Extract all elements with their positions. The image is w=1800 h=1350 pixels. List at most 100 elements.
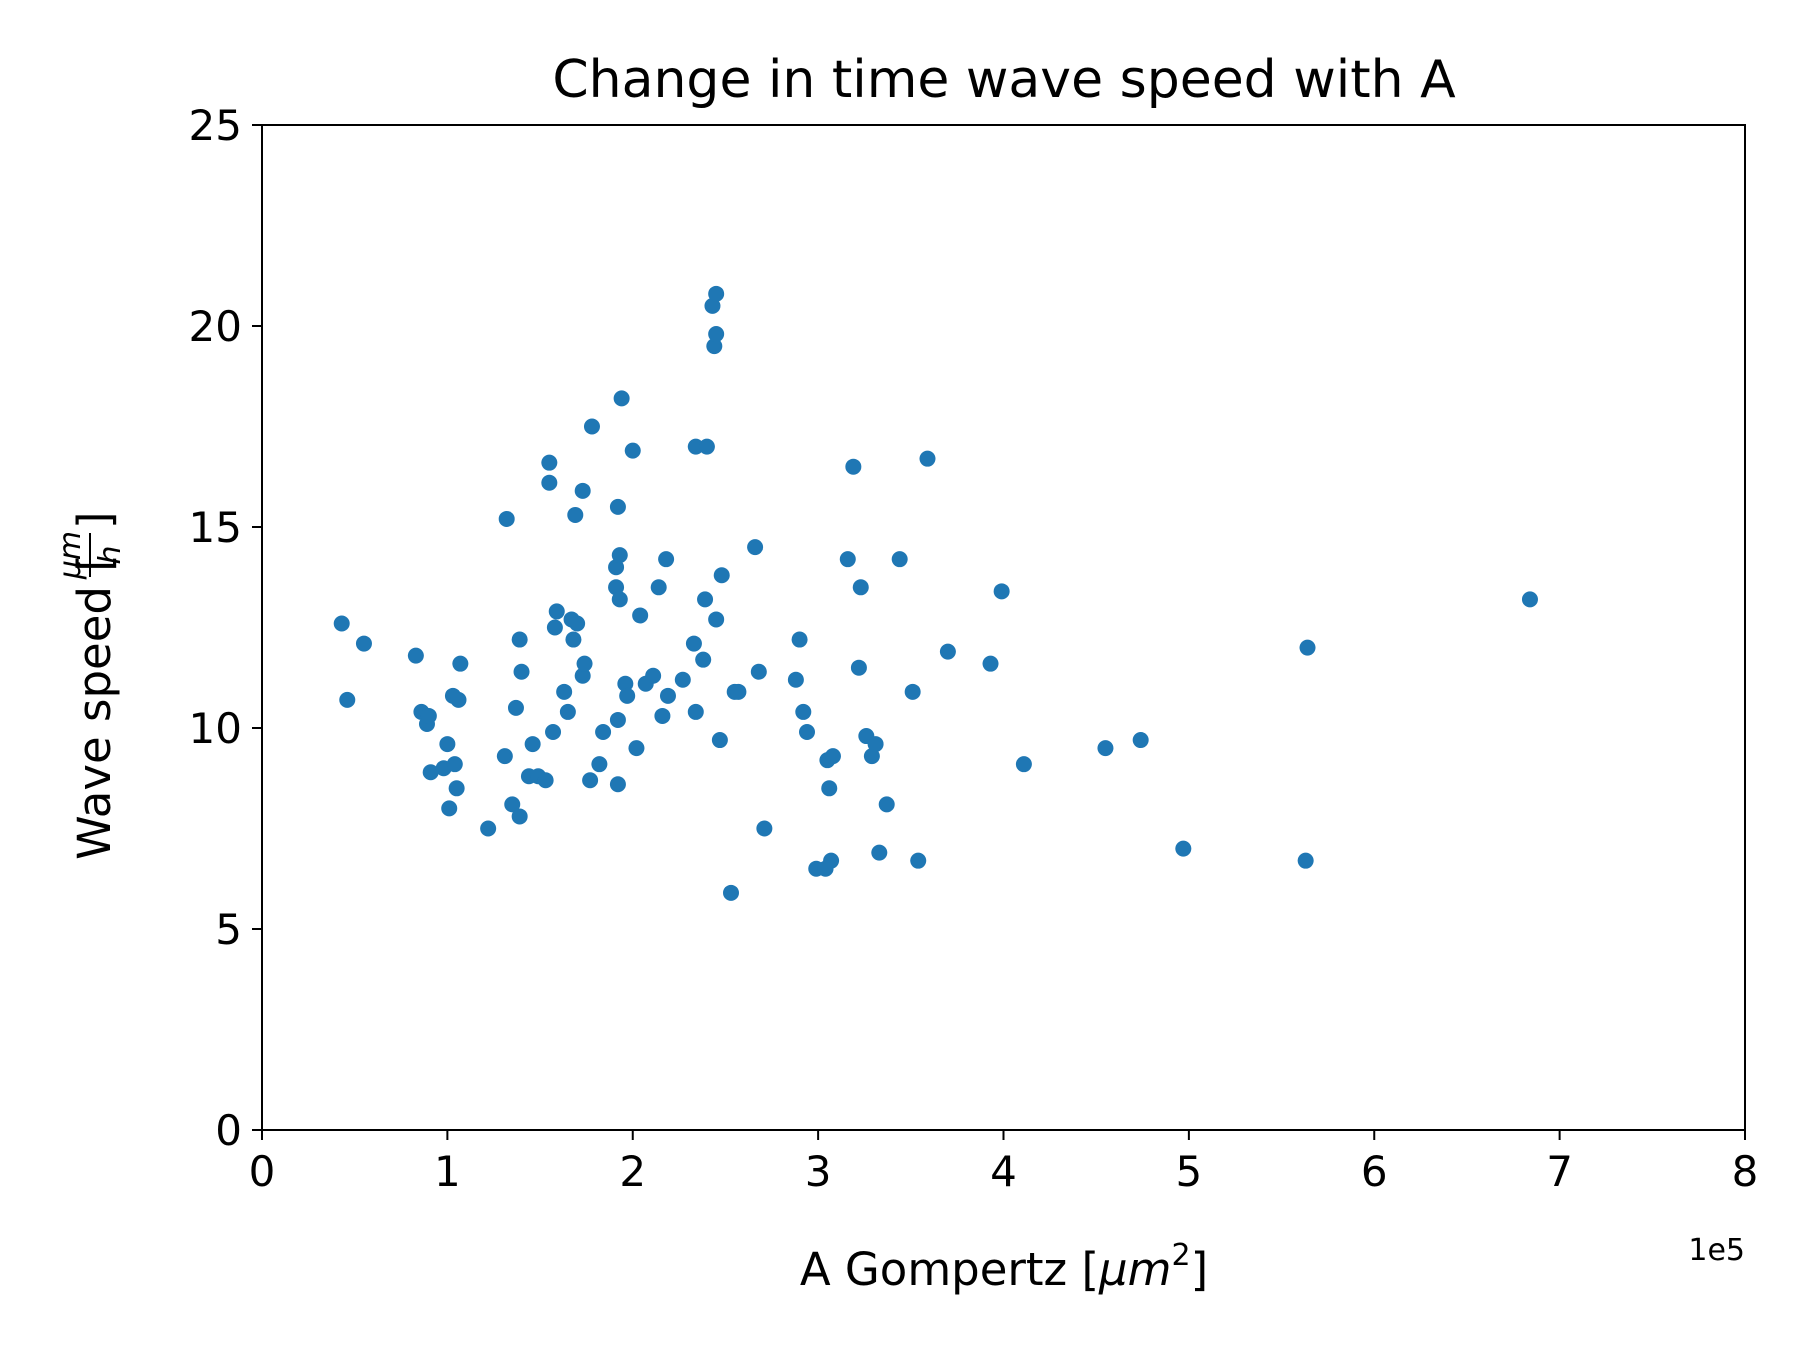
scatter-point xyxy=(697,591,714,608)
x-axis-label-close: ] xyxy=(1191,1243,1209,1296)
scatter-point xyxy=(609,776,626,793)
scatter-point xyxy=(993,583,1010,600)
y-tick-label: 10 xyxy=(189,704,242,753)
scatter-point xyxy=(567,506,584,523)
scatter-point xyxy=(452,655,469,672)
scatter-point xyxy=(850,659,867,676)
scatter-point xyxy=(446,756,463,773)
scatter-point xyxy=(545,724,562,741)
x-axis-ticks: 0 1 2 3 4 5 6 7 8 xyxy=(249,1130,1758,1196)
y-tick-label: 0 xyxy=(215,1106,242,1155)
scatter-point xyxy=(541,454,558,471)
scatter-point xyxy=(548,603,565,620)
scatter-point xyxy=(559,703,576,720)
scatter-point xyxy=(574,667,591,684)
x-axis-offset-label: 1e5 xyxy=(1688,1233,1745,1268)
scatter-point xyxy=(756,820,773,837)
scatter-point xyxy=(576,655,593,672)
scatter-point xyxy=(823,852,840,869)
scatter-point xyxy=(1132,732,1149,749)
scatter-point xyxy=(824,748,841,765)
scatter-point xyxy=(787,671,804,688)
scatter-point xyxy=(507,699,524,716)
chart-title: Change in time wave speed with A xyxy=(552,50,1456,110)
scatter-point xyxy=(569,615,586,632)
scatter-point xyxy=(583,418,600,435)
scatter-point xyxy=(611,591,628,608)
scatter-point xyxy=(439,736,456,753)
scatter-point xyxy=(613,390,630,407)
scatter-point xyxy=(708,611,725,628)
scatter-point xyxy=(650,579,667,596)
scatter-point xyxy=(730,683,747,700)
scatter-point xyxy=(632,607,649,624)
scatter-point xyxy=(698,438,715,455)
y-tick-label: 15 xyxy=(189,503,242,552)
scatter-point xyxy=(904,683,921,700)
scatter-point xyxy=(595,724,612,741)
scatter-point xyxy=(496,748,513,765)
scatter-point xyxy=(711,732,728,749)
scatter-point xyxy=(582,772,599,789)
scatter-point xyxy=(867,736,884,753)
scatter-point xyxy=(654,707,671,724)
x-tick-label: 0 xyxy=(249,1147,276,1196)
scatter-point xyxy=(541,474,558,491)
scatter-point xyxy=(450,691,467,708)
scatter-point xyxy=(708,285,725,302)
scatter-point xyxy=(645,667,662,684)
scatter-point xyxy=(839,551,856,568)
x-tick-label: 7 xyxy=(1546,1147,1573,1196)
scatter-point xyxy=(871,844,888,861)
x-axis-label-text: A Gompertz [ xyxy=(800,1243,1099,1296)
scatter-point xyxy=(1297,852,1314,869)
scatter-point xyxy=(795,703,812,720)
scatter-point xyxy=(355,635,372,652)
scatter-point xyxy=(674,671,691,688)
scatter-point xyxy=(878,796,895,813)
scatter-point xyxy=(524,736,541,753)
scatter-point xyxy=(609,711,626,728)
scatter-point xyxy=(511,808,528,825)
scatter-point xyxy=(713,567,730,584)
scatter-point xyxy=(1097,740,1114,757)
data-points xyxy=(333,285,1538,901)
scatter-point xyxy=(441,800,458,817)
scatter-point xyxy=(658,551,675,568)
scatter-point xyxy=(617,675,634,692)
scatter-point xyxy=(609,498,626,515)
x-axis-label-exponent: 2 xyxy=(1172,1238,1191,1273)
scatter-point xyxy=(659,687,676,704)
x-axis-label-unit: μm xyxy=(1098,1243,1171,1296)
scatter-point xyxy=(891,551,908,568)
scatter-point xyxy=(706,338,723,355)
x-tick-label: 1 xyxy=(434,1147,461,1196)
scatter-point xyxy=(863,748,880,765)
scatter-point xyxy=(448,780,465,797)
scatter-point xyxy=(1521,591,1538,608)
x-tick-label: 5 xyxy=(1176,1147,1203,1196)
scatter-point xyxy=(333,615,350,632)
scatter-point xyxy=(687,438,704,455)
scatter-point xyxy=(498,510,515,527)
scatter-point xyxy=(420,707,437,724)
y-tick-label: 20 xyxy=(189,302,242,351)
scatter-point xyxy=(1299,639,1316,656)
scatter-point xyxy=(919,450,936,467)
scatter-point xyxy=(695,651,712,668)
scatter-point xyxy=(750,663,767,680)
scatter-point xyxy=(537,772,554,789)
scatter-point xyxy=(608,579,625,596)
scatter-point xyxy=(511,631,528,648)
scatter-point xyxy=(852,579,869,596)
y-axis-label-unit-denominator: h xyxy=(93,545,128,564)
scatter-point xyxy=(504,796,521,813)
scatter-point xyxy=(1175,840,1192,857)
scatter-point xyxy=(556,683,573,700)
scatter-point xyxy=(619,687,636,704)
scatter-point xyxy=(480,820,497,837)
scatter-point xyxy=(747,539,764,556)
x-tick-label: 6 xyxy=(1361,1147,1388,1196)
scatter-point xyxy=(546,619,563,636)
